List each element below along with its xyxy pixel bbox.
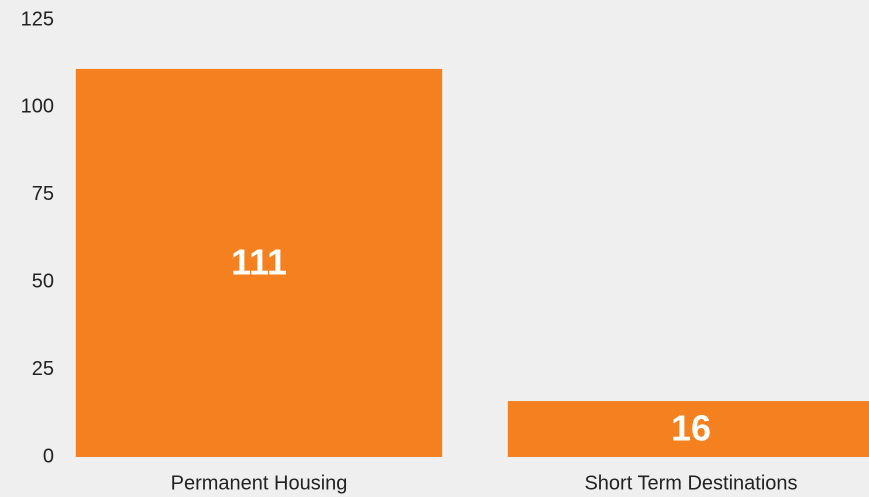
x-tick-label: Permanent Housing bbox=[171, 472, 348, 494]
y-tick-label: 100 bbox=[21, 96, 54, 118]
bar bbox=[507, 401, 869, 457]
y-tick-label: 125 bbox=[21, 8, 54, 30]
y-tick-label: 75 bbox=[32, 183, 54, 205]
bar bbox=[75, 68, 443, 457]
data-label: 16 bbox=[671, 408, 711, 449]
y-tick-label: 0 bbox=[43, 445, 54, 467]
y-tick-label: 50 bbox=[32, 270, 54, 292]
y-tick-label: 25 bbox=[32, 358, 54, 380]
data-label: 111 bbox=[231, 241, 287, 282]
x-tick-label: Short Term Destinations bbox=[584, 472, 797, 494]
